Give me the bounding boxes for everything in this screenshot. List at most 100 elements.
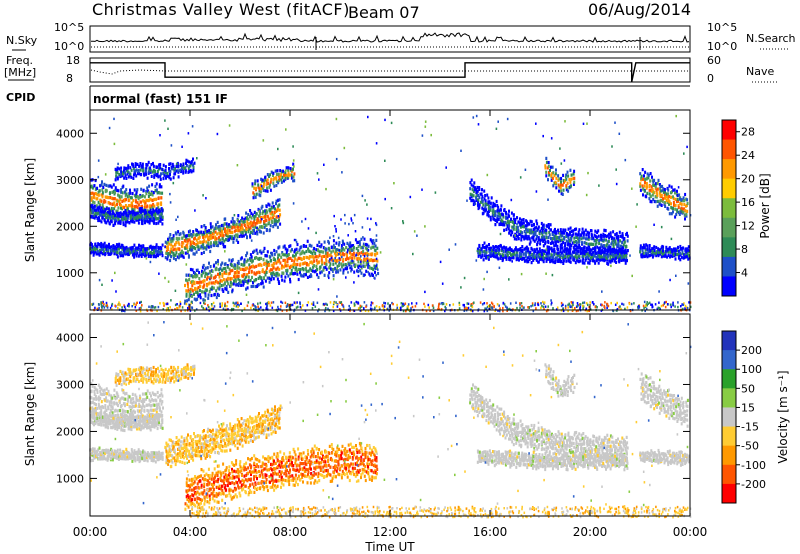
- cell: [194, 236, 196, 240]
- cell: [629, 309, 632, 313]
- cell: [588, 305, 590, 309]
- cell: [472, 202, 475, 206]
- cell: [506, 219, 509, 223]
- cell: [357, 240, 359, 244]
- cell: [565, 259, 568, 263]
- cell: [132, 209, 135, 213]
- cell: [361, 226, 364, 229]
- cell: [390, 207, 393, 210]
- cell: [245, 287, 247, 291]
- cell: [224, 227, 226, 231]
- cell: [661, 184, 664, 189]
- cell: [264, 209, 267, 213]
- cell: [197, 230, 200, 234]
- cell: [215, 223, 217, 227]
- cell: [190, 274, 193, 278]
- cell: [149, 218, 152, 222]
- cell: [270, 177, 273, 181]
- cell: [327, 274, 330, 278]
- cell: [283, 244, 286, 248]
- cell: [405, 309, 407, 313]
- cell: [614, 233, 617, 237]
- cell: [474, 202, 477, 206]
- cell: [476, 247, 479, 251]
- cell: [560, 162, 563, 165]
- cell: [470, 199, 473, 203]
- cell: [260, 256, 263, 260]
- cell: [93, 196, 96, 200]
- cell: [518, 217, 521, 221]
- cell: [289, 173, 292, 177]
- cell: [124, 166, 127, 170]
- cell: [90, 214, 93, 218]
- cell: [161, 254, 164, 258]
- cell: [530, 223, 533, 228]
- cell: [152, 202, 155, 207]
- cell: [530, 256, 533, 260]
- cell: [580, 247, 583, 251]
- cell: [174, 253, 177, 257]
- cell: [483, 189, 486, 193]
- cell: [559, 246, 562, 250]
- cell: [92, 200, 95, 204]
- cell: [291, 248, 293, 252]
- cell: [567, 189, 570, 193]
- cell: [256, 221, 259, 225]
- cell: [545, 231, 548, 235]
- cell: [277, 256, 279, 260]
- cell: [525, 234, 528, 239]
- cell: [159, 249, 162, 253]
- cell: [539, 229, 542, 233]
- cell: [113, 252, 116, 256]
- cell: [566, 170, 569, 174]
- cell: [301, 220, 303, 223]
- cell: [554, 234, 557, 238]
- cell: [542, 244, 545, 248]
- cell: [261, 204, 264, 208]
- cell: [637, 306, 640, 310]
- cell: [533, 239, 536, 243]
- cell: [600, 243, 603, 247]
- cell: [647, 176, 650, 180]
- cell: [204, 266, 207, 270]
- cell: [276, 273, 279, 277]
- cell: [375, 257, 378, 261]
- cell: [607, 253, 610, 257]
- cell: [584, 228, 587, 232]
- cell: [606, 246, 609, 249]
- cell: [259, 212, 261, 216]
- cell: [270, 219, 273, 223]
- cell: [267, 301, 269, 305]
- cell: [170, 165, 173, 169]
- cell: [611, 145, 613, 148]
- cell: [153, 197, 156, 202]
- cell: [257, 309, 259, 312]
- freq-label-line1: Freq.: [6, 54, 33, 67]
- cell: [581, 231, 584, 235]
- cell: [625, 256, 628, 260]
- cell: [355, 247, 358, 251]
- cell: [275, 271, 278, 275]
- cell: [357, 260, 360, 264]
- cell: [592, 247, 595, 251]
- cell: [631, 274, 633, 278]
- cell: [645, 253, 648, 257]
- beam-label: Beam 07: [348, 3, 420, 22]
- cell: [612, 242, 615, 246]
- cell: [611, 236, 614, 240]
- cell: [202, 285, 205, 289]
- cell: [534, 255, 537, 259]
- cell: [177, 175, 180, 179]
- cell: [188, 238, 191, 242]
- cell: [242, 283, 245, 287]
- cell: [458, 307, 461, 310]
- cell: [278, 253, 281, 257]
- cell: [645, 251, 647, 255]
- cell: [488, 243, 490, 247]
- cell: [505, 216, 508, 220]
- cell: [660, 250, 663, 254]
- cell: [655, 191, 658, 195]
- cell: [658, 301, 660, 304]
- cell: [624, 258, 627, 262]
- cell: [588, 231, 591, 235]
